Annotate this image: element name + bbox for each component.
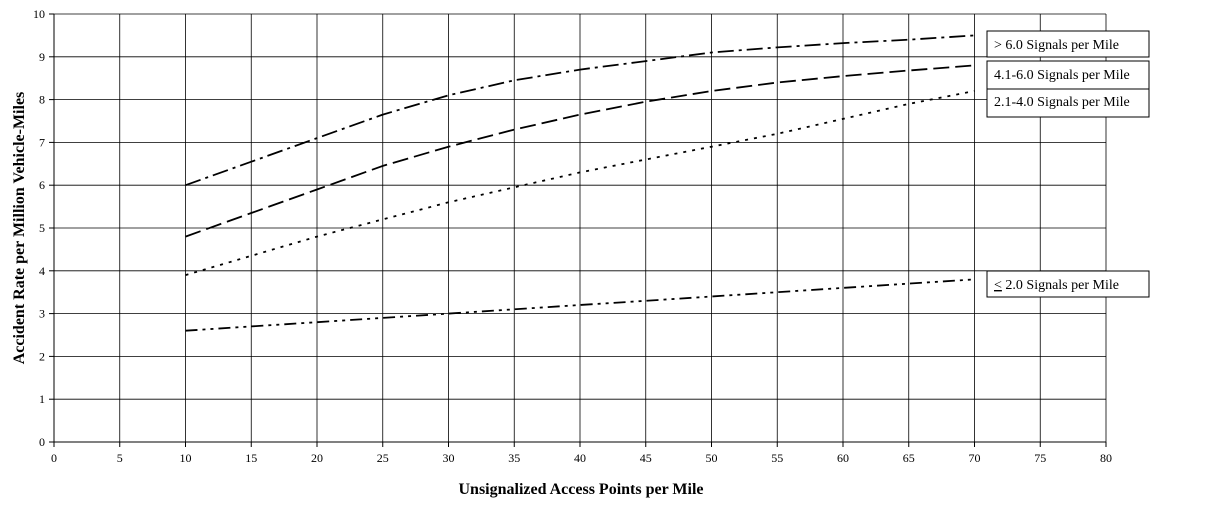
x-tick-label: 25 [377, 451, 389, 465]
series-lines [185, 34, 975, 332]
y-tick-label: 9 [39, 50, 45, 64]
y-tick-label: 7 [39, 135, 45, 149]
legend-label-s3-text: 2.0 Signals per Mile [1002, 278, 1119, 293]
legend-box-s3 [986, 270, 1150, 298]
y-tick-label: 4 [39, 264, 45, 278]
x-tick-label: 35 [508, 451, 520, 465]
x-tick-label: 45 [640, 451, 652, 465]
x-tick-label: 40 [574, 451, 586, 465]
legend-label-s3: < 2.0 Signals per Mile [994, 278, 1119, 293]
y-tick-label: 10 [33, 7, 45, 21]
x-tick-label: 55 [771, 451, 783, 465]
x-tick-label: 50 [706, 451, 718, 465]
series-line-0 [185, 34, 975, 187]
series-line-2 [185, 90, 975, 276]
y-tick-label: 0 [39, 435, 45, 449]
tick-labels: 0 5 10 15 20 25 30 35 40 45 50 55 60 65 70 75 8001234567… [33, 7, 1112, 465]
y-axis-title: Accident Rate per Million Vehicle-Miles [11, 92, 28, 365]
legend-box-s0 [986, 30, 1150, 58]
series-line-1 [185, 64, 975, 238]
x-tick-label: 70 [969, 451, 981, 465]
legend: > 6.0 Signals per Mile 4.1-6.0 Signals p… [986, 30, 1150, 298]
y-tick-label: 1 [39, 392, 45, 406]
y-tick-label: 8 [39, 93, 45, 107]
x-tick-label: 75 [1034, 451, 1046, 465]
x-tick-label: 10 [180, 451, 192, 465]
y-tick-label: 3 [39, 307, 45, 321]
gridlines [54, 13, 1107, 442]
x-tick-label: 80 [1100, 451, 1112, 465]
x-tick-label: 15 [245, 451, 257, 465]
x-tick-label: 5 [117, 451, 123, 465]
legend-label-s1: 4.1-6.0 Signals per Mile [994, 68, 1130, 83]
x-tick-label: 30 [443, 451, 455, 465]
y-tick-label: 6 [39, 178, 45, 192]
axes [49, 13, 1107, 447]
x-tick-label: 0 [51, 451, 57, 465]
x-tick-label: 60 [837, 451, 849, 465]
legend-label-s0: > 6.0 Signals per Mile [994, 38, 1119, 53]
legend-label-s2: 2.1-4.0 Signals per Mile [994, 95, 1130, 110]
legend-label-s3-symbol: < [994, 278, 1002, 293]
x-axis-title: Unsignalized Access Points per Mile [458, 481, 703, 498]
x-tick-label: 20 [311, 451, 323, 465]
y-tick-label: 2 [39, 349, 45, 363]
x-tick-label: 65 [903, 451, 915, 465]
y-tick-label: 5 [39, 221, 45, 235]
